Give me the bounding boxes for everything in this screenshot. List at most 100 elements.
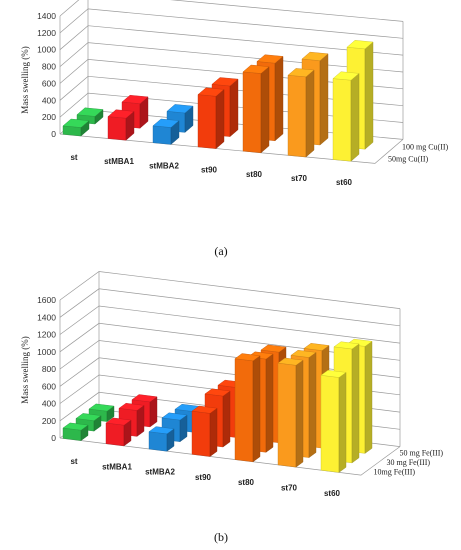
- bar-side-face: [338, 372, 347, 473]
- bar-top-face: [88, 403, 115, 412]
- bar-top-face: [121, 94, 149, 104]
- x-tick-label: st80: [246, 170, 263, 179]
- bar-side-face: [252, 355, 261, 463]
- bar-top-face: [197, 87, 225, 97]
- y-tick-label: 200: [42, 112, 56, 122]
- bar: [242, 64, 270, 154]
- bar-top-face: [277, 357, 304, 366]
- bar: [320, 369, 347, 473]
- bar-side-face: [209, 407, 218, 457]
- y-tick-label: 1400: [37, 312, 56, 322]
- chart-cu-swelling: 0 200 400 600 800 1000 1200 1400 st stMBA1 stMBA2 s…: [20, 0, 449, 187]
- bar-top-face: [242, 64, 270, 74]
- bar-top-face: [62, 118, 90, 128]
- x-tick-label: st: [70, 457, 77, 466]
- y-tick-label: 600: [42, 78, 56, 88]
- bar: [62, 422, 89, 441]
- x-tick-label: st90: [195, 473, 212, 482]
- y-tick-label: 1000: [37, 45, 56, 55]
- bar-side-face: [308, 352, 317, 458]
- y-tick-label: 1200: [37, 28, 56, 38]
- y-tick-label: 200: [42, 416, 56, 426]
- y-tick-label: 0: [51, 433, 56, 443]
- bar-side-face: [222, 390, 231, 448]
- bar-front-face: [197, 94, 217, 149]
- bar-top-face: [166, 104, 194, 114]
- bar-front-face: [105, 422, 125, 447]
- panel-label-b: (b): [214, 530, 228, 544]
- series-label: 100 mg Cu(II): [402, 142, 449, 151]
- y-tick-label: 400: [42, 95, 56, 105]
- bar-side-face: [260, 66, 270, 154]
- bar-front-face: [107, 116, 127, 141]
- y-axis-label: Mass swelling (%): [20, 336, 30, 404]
- y-tick-label: 1600: [37, 295, 56, 305]
- bar-front-face: [191, 410, 211, 457]
- x-tick-label: st70: [291, 174, 308, 183]
- bar-front-face: [152, 125, 172, 145]
- bar-side-face: [295, 359, 304, 468]
- bar-top-face: [301, 51, 329, 61]
- bar-top-face: [332, 71, 360, 81]
- y-tick-label: 800: [42, 364, 56, 374]
- bar-side-face: [351, 343, 360, 464]
- x-tick-label: st60: [336, 178, 353, 187]
- bar-side-face: [215, 88, 225, 150]
- bar-top-face: [204, 388, 231, 397]
- bar-top-face: [211, 77, 239, 87]
- bar-top-face: [290, 349, 317, 358]
- bar: [191, 405, 218, 457]
- bar-top-face: [303, 343, 330, 351]
- x-tick-label: stMBA1: [102, 462, 132, 471]
- bar-side-face: [364, 41, 374, 150]
- y-tick-label: 0: [51, 129, 56, 139]
- bar-side-face: [274, 55, 284, 142]
- bar-top-face: [320, 369, 347, 378]
- bar-front-face: [234, 358, 254, 463]
- bar-top-face: [76, 107, 104, 117]
- bar-top-face: [131, 394, 158, 403]
- bar-top-face: [346, 40, 374, 50]
- bar-side-face: [229, 78, 239, 138]
- x-tick-label: stMBA2: [149, 161, 179, 170]
- series-label: 30 mg Fe(III): [387, 458, 431, 467]
- bar-top-face: [333, 341, 360, 350]
- bar: [152, 118, 180, 145]
- bar-front-face: [148, 431, 168, 452]
- x-tick-label: st90: [201, 166, 218, 175]
- bar: [62, 118, 90, 137]
- bar-top-face: [62, 422, 89, 431]
- bar-top-face: [107, 109, 135, 119]
- bar: [332, 71, 360, 162]
- x-tick-label: st80: [238, 478, 255, 487]
- bar-top-face: [191, 405, 218, 414]
- series-label: 50 mg Fe(III): [400, 448, 444, 457]
- bar-side-face: [136, 405, 145, 437]
- bar: [105, 417, 132, 447]
- bar: [107, 109, 135, 141]
- y-tick-label: 600: [42, 381, 56, 391]
- x-tick-label: stMBA1: [104, 157, 134, 166]
- panel-label-a: (a): [214, 244, 228, 258]
- bar-top-face: [105, 417, 132, 426]
- bar-top-face: [152, 118, 180, 128]
- gridline: [59, 0, 404, 22]
- y-tick-label: 1400: [37, 11, 56, 21]
- bar-side-face: [319, 53, 329, 146]
- bar-front-face: [320, 375, 340, 473]
- bar-front-face: [277, 362, 297, 468]
- bar-front-face: [332, 78, 352, 162]
- bar-top-face: [287, 68, 315, 78]
- bar-front-face: [287, 74, 307, 158]
- y-tick-label: 800: [42, 62, 56, 72]
- y-tick-label: 1000: [37, 347, 56, 357]
- y-axis-label: Mass swelling (%): [20, 46, 30, 114]
- bar-top-face: [75, 413, 102, 421]
- bar: [277, 357, 304, 468]
- bar-side-face: [305, 69, 315, 158]
- bar-side-face: [364, 340, 373, 454]
- y-tick-label: 400: [42, 399, 56, 409]
- bar-top-face: [256, 54, 284, 64]
- x-tick-label: st: [70, 153, 77, 162]
